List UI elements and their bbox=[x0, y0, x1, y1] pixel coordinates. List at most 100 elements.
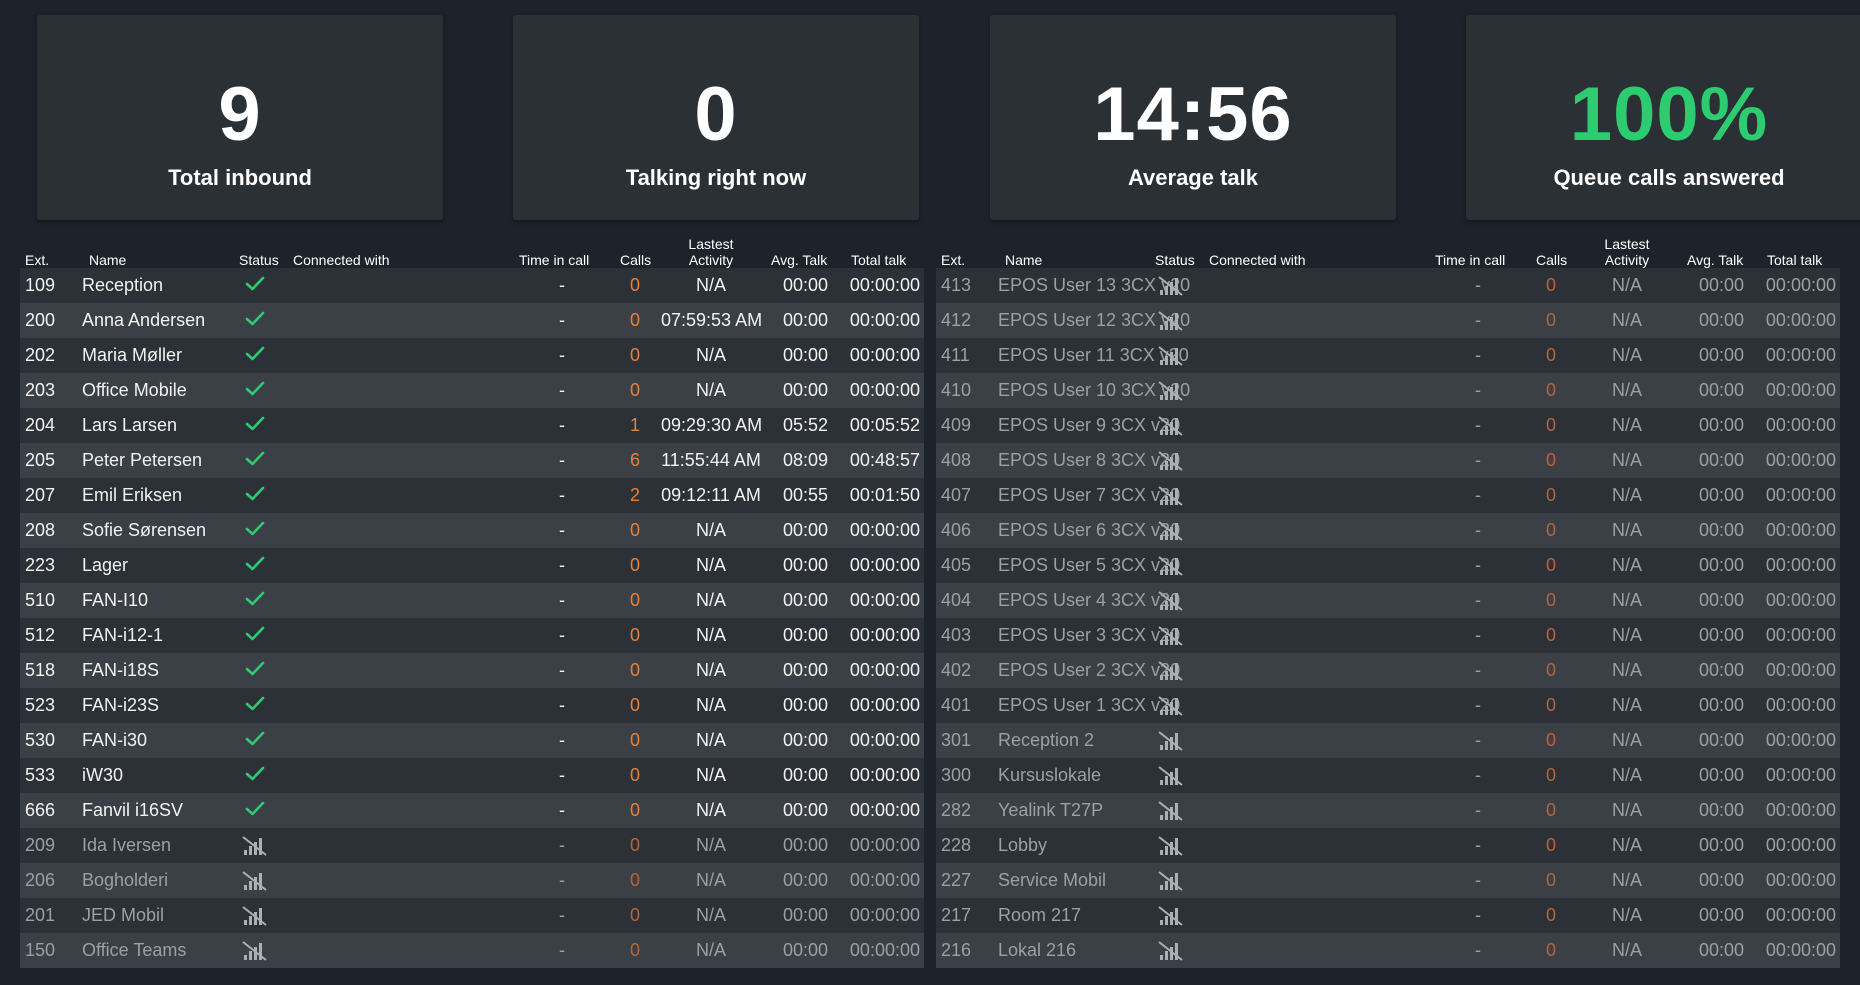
table-row[interactable]: 200 Anna Andersen - 0 07:59:53 AM 00:00 00:00:… bbox=[20, 303, 924, 338]
table-row[interactable]: 201 JED Mobil - 0 N/A 00:00 00:00:00 bbox=[20, 898, 924, 933]
cell-calls: 0 bbox=[629, 590, 640, 610]
col-name: Name bbox=[89, 252, 127, 268]
cell-avg-talk: 00:00 bbox=[782, 555, 829, 575]
cell-last-activity: N/A bbox=[1611, 835, 1642, 855]
table-row[interactable]: 216 Lokal 216 - 0 N/A 00:00 00:00:00 bbox=[936, 933, 1840, 968]
cell-time-in-call: - bbox=[559, 695, 565, 715]
table-row[interactable]: 204 Lars Larsen - 1 09:29:30 AM 05:52 00:05:52 bbox=[20, 408, 924, 443]
table-row[interactable]: 206 Bogholderi - 0 N/A 00:00 00:00:00 bbox=[20, 863, 924, 898]
table-row[interactable]: 208 Sofie Sørensen - 0 N/A 00:00 00:00:00 bbox=[20, 513, 924, 548]
cell-avg-talk: 00:00 bbox=[1698, 625, 1745, 645]
table-row[interactable]: 533 iW30 - 0 N/A 00:00 00:00:00 bbox=[20, 758, 924, 793]
cell-avg-talk: 00:00 bbox=[782, 835, 829, 855]
cell-ext: 207 bbox=[25, 485, 56, 505]
table-row[interactable]: 217 Room 217 - 0 N/A 00:00 00:00:00 bbox=[936, 898, 1840, 933]
no-signal-icon bbox=[1158, 723, 1188, 751]
table-row[interactable]: 301 Reception 2 - 0 N/A 00:00 00:00:00 bbox=[936, 723, 1840, 758]
checkmark-icon bbox=[245, 373, 275, 397]
checkmark-icon bbox=[245, 723, 275, 747]
table-row[interactable]: 408 EPOS User 8 3CX v20 - 0 N/A 00:00 00:00:00 bbox=[936, 443, 1840, 478]
table-row[interactable]: 282 Yealink T27P - 0 N/A 00:00 00:00:00 bbox=[936, 793, 1840, 828]
table-row[interactable]: 404 EPOS User 4 3CX v20 - 0 N/A 00:00 00:00:00 bbox=[936, 583, 1840, 618]
cell-total-talk: 00:00:00 bbox=[849, 835, 920, 855]
table-row[interactable]: 512 FAN-i12-1 - 0 N/A 00:00 00:00:00 bbox=[20, 618, 924, 653]
cell-last-activity: 07:59:53 AM bbox=[661, 310, 763, 330]
table-row[interactable]: 405 EPOS User 5 3CX v20 - 0 N/A 00:00 00:00:00 bbox=[936, 548, 1840, 583]
cell-time-in-call: - bbox=[559, 835, 565, 855]
table-row[interactable]: 666 Fanvil i16SV - 0 N/A 00:00 00:00:00 bbox=[20, 793, 924, 828]
table-row[interactable]: 207 Emil Eriksen - 2 09:12:11 AM 00:55 00:01:5… bbox=[20, 478, 924, 513]
cell-calls: 0 bbox=[629, 765, 640, 785]
cell-last-activity: N/A bbox=[1611, 800, 1642, 820]
table-row[interactable]: 205 Peter Petersen - 6 11:55:44 AM 08:09 00:48… bbox=[20, 443, 924, 478]
kpi-label: Average talk bbox=[1127, 165, 1259, 190]
table-row[interactable]: 109 Reception - 0 N/A 00:00 00:00:00 bbox=[20, 268, 924, 303]
table-row[interactable]: 530 FAN-i30 - 0 N/A 00:00 00:00:00 bbox=[20, 723, 924, 758]
table-row[interactable]: 407 EPOS User 7 3CX v20 - 0 N/A 00:00 00:00:00 bbox=[936, 478, 1840, 513]
no-signal-icon bbox=[1158, 408, 1188, 436]
cell-name: Lobby bbox=[998, 835, 1048, 855]
table-row[interactable]: 227 Service Mobil - 0 N/A 00:00 00:00:00 bbox=[936, 863, 1840, 898]
table-row[interactable]: 410 EPOS User 10 3CX v20 - 0 N/A 00:00 00:00:0… bbox=[936, 373, 1840, 408]
cell-avg-talk: 00:00 bbox=[1698, 835, 1745, 855]
kpi-label: Talking right now bbox=[625, 165, 807, 190]
cell-calls: 0 bbox=[1545, 765, 1556, 785]
cell-ext: 530 bbox=[25, 730, 56, 750]
table-row[interactable]: 406 EPOS User 6 3CX v20 - 0 N/A 00:00 00:00:00 bbox=[936, 513, 1840, 548]
table-row[interactable]: 409 EPOS User 9 3CX v20 - 0 N/A 00:00 00:00:00 bbox=[936, 408, 1840, 443]
cell-name: Maria Møller bbox=[82, 345, 183, 365]
cell-total-talk: 00:00:00 bbox=[849, 275, 920, 295]
cell-total-talk: 00:00:00 bbox=[1765, 345, 1836, 365]
cell-total-talk: 00:00:00 bbox=[1765, 555, 1836, 575]
table-row[interactable]: 209 Ida Iversen - 0 N/A 00:00 00:00:00 bbox=[20, 828, 924, 863]
cell-avg-talk: 00:00 bbox=[782, 660, 829, 680]
cell-last-activity: N/A bbox=[1611, 765, 1642, 785]
cell-calls: 0 bbox=[629, 345, 640, 365]
table-row[interactable]: 401 EPOS User 1 3CX v20 - 0 N/A 00:00 00:00:00 bbox=[936, 688, 1840, 723]
table-row[interactable]: 228 Lobby - 0 N/A 00:00 00:00:00 bbox=[936, 828, 1840, 863]
col-last-activity: Lastest Activity bbox=[1604, 236, 1650, 268]
cell-time-in-call: - bbox=[559, 485, 565, 505]
kpi-value: 0 bbox=[694, 72, 738, 157]
table-row[interactable]: 413 EPOS User 13 3CX v20 - 0 N/A 00:00 00:00:0… bbox=[936, 268, 1840, 303]
table-row[interactable]: 402 EPOS User 2 3CX v20 - 0 N/A 00:00 00:00:00 bbox=[936, 653, 1840, 688]
cell-name: FAN-I10 bbox=[82, 590, 149, 610]
cell-time-in-call: - bbox=[559, 555, 565, 575]
cell-last-activity: N/A bbox=[695, 590, 726, 610]
cell-name: Lokal 216 bbox=[998, 940, 1077, 960]
table-row[interactable]: 202 Maria Møller - 0 N/A 00:00 00:00:00 bbox=[20, 338, 924, 373]
cell-last-activity: N/A bbox=[695, 905, 726, 925]
table-row[interactable]: 223 Lager - 0 N/A 00:00 00:00:00 bbox=[20, 548, 924, 583]
cell-last-activity: N/A bbox=[1611, 275, 1642, 295]
no-signal-icon bbox=[1158, 793, 1188, 821]
checkmark-icon bbox=[245, 303, 275, 327]
table-row[interactable]: 403 EPOS User 3 3CX v20 - 0 N/A 00:00 00:00:00 bbox=[936, 618, 1840, 653]
cell-time-in-call: - bbox=[559, 870, 565, 890]
cell-ext: 209 bbox=[25, 835, 56, 855]
cell-total-talk: 00:00:00 bbox=[1765, 275, 1836, 295]
table-row[interactable]: 300 Kursuslokale - 0 N/A 00:00 00:00:00 bbox=[936, 758, 1840, 793]
no-signal-icon bbox=[1158, 898, 1188, 926]
cell-ext: 409 bbox=[941, 415, 972, 435]
cell-time-in-call: - bbox=[559, 415, 565, 435]
cell-calls: 0 bbox=[629, 800, 640, 820]
cell-time-in-call: - bbox=[1475, 380, 1481, 400]
cell-avg-talk: 00:00 bbox=[782, 800, 829, 820]
cell-name: EPOS User 3 3CX v20 bbox=[998, 625, 1181, 645]
cell-last-activity: N/A bbox=[1611, 345, 1642, 365]
table-row[interactable]: 150 Office Teams - 0 N/A 00:00 00:00:00 bbox=[20, 933, 924, 968]
cell-ext: 404 bbox=[941, 590, 972, 610]
cell-name: EPOS User 5 3CX v20 bbox=[998, 555, 1181, 575]
table-row[interactable]: 510 FAN-I10 - 0 N/A 00:00 00:00:00 bbox=[20, 583, 924, 618]
cell-avg-talk: 00:00 bbox=[1698, 485, 1745, 505]
cell-avg-talk: 00:00 bbox=[1698, 345, 1745, 365]
cell-avg-talk: 00:00 bbox=[782, 870, 829, 890]
table-row[interactable]: 411 EPOS User 11 3CX v20 - 0 N/A 00:00 00:00:0… bbox=[936, 338, 1840, 373]
cell-ext: 300 bbox=[941, 765, 972, 785]
cell-ext: 216 bbox=[941, 940, 972, 960]
col-status: Status bbox=[1155, 252, 1195, 268]
table-row[interactable]: 412 EPOS User 12 3CX v20 - 0 N/A 00:00 00:00:0… bbox=[936, 303, 1840, 338]
table-row[interactable]: 203 Office Mobile - 0 N/A 00:00 00:00:00 bbox=[20, 373, 924, 408]
table-row[interactable]: 518 FAN-i18S - 0 N/A 00:00 00:00:00 bbox=[20, 653, 924, 688]
table-row[interactable]: 523 FAN-i23S - 0 N/A 00:00 00:00:00 bbox=[20, 688, 924, 723]
